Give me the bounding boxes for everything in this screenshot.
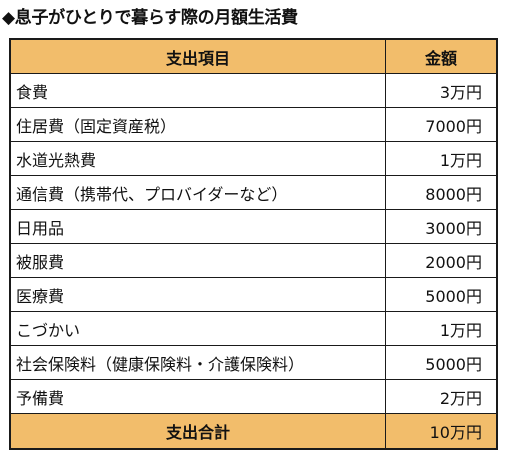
row-item: 医療費 bbox=[11, 278, 386, 311]
total-amount: 10万円 bbox=[429, 423, 482, 442]
row-item: 日用品 bbox=[11, 210, 386, 243]
row-amount: 5000円 bbox=[425, 286, 482, 306]
row-amount: 3000円 bbox=[425, 218, 482, 238]
column-header-item: 支出項目 bbox=[11, 40, 386, 73]
table-row: 通信費（携帯代、プロバイダーなど） 8000円 bbox=[11, 176, 496, 210]
row-item: 食費 bbox=[11, 74, 386, 107]
row-item: こづかい bbox=[11, 312, 386, 345]
table-header-row: 支出項目 金額 bbox=[11, 40, 496, 74]
table-row: 被服費 2000円 bbox=[11, 244, 496, 278]
row-amount: 1万円 bbox=[439, 150, 482, 170]
row-item: 社会保険料（健康保険料・介護保険料） bbox=[11, 346, 386, 379]
table-row: 社会保険料（健康保険料・介護保険料） 5000円 bbox=[11, 346, 496, 380]
table-row: 水道光熱費 1万円 bbox=[11, 142, 496, 176]
row-amount: 2万円 bbox=[439, 388, 482, 408]
row-item: 住居費（固定資産税） bbox=[11, 108, 386, 141]
total-label: 支出合計 bbox=[11, 414, 386, 448]
row-amount: 5000円 bbox=[425, 354, 482, 374]
table-row: 予備費 2万円 bbox=[11, 380, 496, 414]
living-cost-table: 支出項目 金額 食費 3万円 住居費（固定資産税） 7000円 水道光熱費 1万… bbox=[9, 38, 498, 450]
row-item: 予備費 bbox=[11, 380, 386, 413]
row-amount: 2000円 bbox=[425, 252, 482, 272]
row-amount: 7000円 bbox=[425, 116, 482, 136]
column-header-amount: 金額 bbox=[424, 48, 457, 68]
table-row: 日用品 3000円 bbox=[11, 210, 496, 244]
row-item: 水道光熱費 bbox=[11, 142, 386, 175]
row-amount: 3万円 bbox=[439, 82, 482, 102]
table-row: 医療費 5000円 bbox=[11, 278, 496, 312]
table-total-row: 支出合計 10万円 bbox=[11, 414, 496, 448]
row-amount: 1万円 bbox=[439, 320, 482, 340]
page-title: ◆息子がひとりで暮らす際の月額生活費 bbox=[2, 8, 298, 28]
table-row: 食費 3万円 bbox=[11, 74, 496, 108]
table-row: こづかい 1万円 bbox=[11, 312, 496, 346]
row-amount: 8000円 bbox=[425, 184, 482, 204]
table-row: 住居費（固定資産税） 7000円 bbox=[11, 108, 496, 142]
row-item: 被服費 bbox=[11, 244, 386, 277]
row-item: 通信費（携帯代、プロバイダーなど） bbox=[11, 176, 386, 209]
